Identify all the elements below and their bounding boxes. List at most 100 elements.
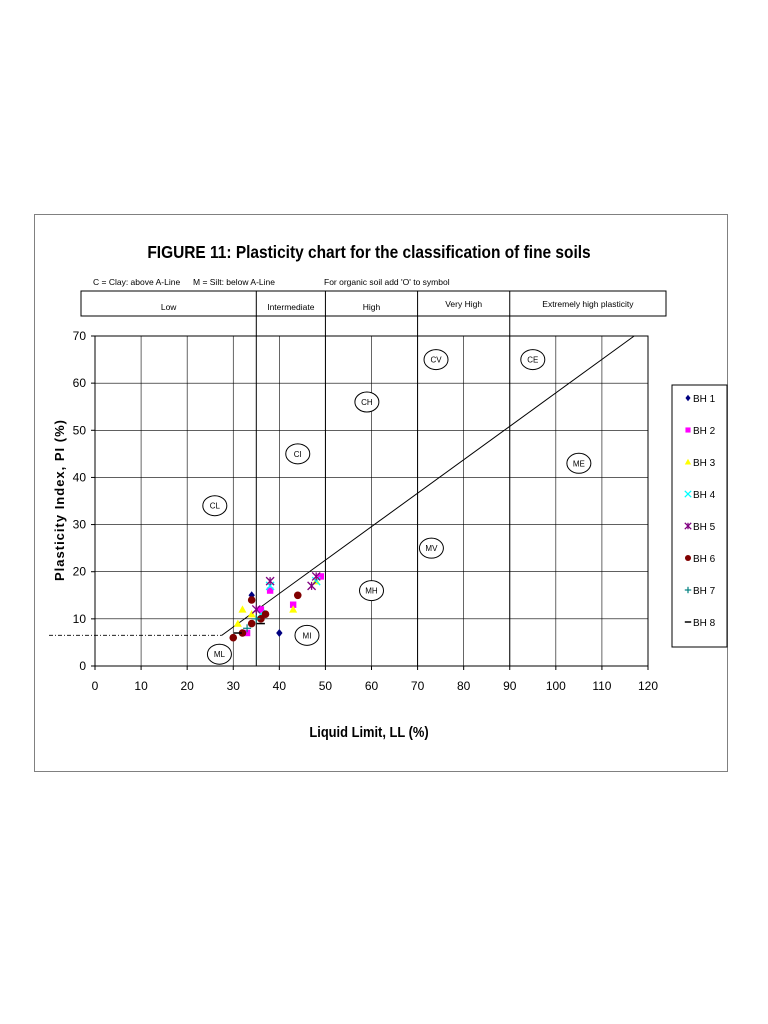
legend-marker	[684, 554, 692, 562]
zone-label-ellipse	[359, 580, 384, 602]
series-bh-7	[243, 614, 261, 633]
data-point	[247, 596, 256, 604]
zone-label-text: ME	[573, 459, 585, 468]
legend-label: BH 8	[693, 618, 716, 629]
legend-label: BH 3	[693, 458, 716, 469]
x-tick-label: 70	[411, 679, 425, 693]
square-marker	[243, 629, 251, 637]
data-point	[293, 591, 302, 600]
data-point	[251, 604, 261, 614]
legend-marker	[685, 427, 691, 433]
triangle-marker	[289, 605, 298, 613]
zone-label-ellipse	[354, 391, 380, 413]
x-tick-label: 60	[365, 679, 379, 693]
zone-label: ML	[206, 643, 232, 665]
legend-item: BH 6	[684, 554, 716, 565]
x-tick-label: 80	[457, 679, 471, 693]
circle-marker	[247, 596, 256, 604]
band-label: Extremely high plasticity	[542, 299, 634, 309]
x-tick-label: 20	[180, 679, 194, 693]
band-label: High	[363, 302, 381, 312]
legend-label: BH 6	[693, 554, 716, 565]
legend-label: BH 1	[693, 394, 716, 405]
zone-label-text: MI	[303, 631, 312, 640]
x-tick-label: 0	[92, 679, 99, 693]
data-point	[238, 629, 247, 637]
series-bh-8	[233, 622, 265, 634]
note-silt: M = Silt: below A-Line	[193, 277, 275, 287]
data-point	[289, 601, 297, 608]
circle-marker	[238, 629, 247, 637]
triangle-marker	[238, 605, 247, 613]
legend-label: BH 5	[693, 522, 716, 533]
note-clay: C = Clay: above A-Line	[93, 277, 180, 287]
legend-marker	[684, 458, 692, 465]
data-point	[247, 619, 256, 628]
band-label: Low	[161, 302, 177, 312]
a-line	[221, 335, 635, 636]
zone-label-text: CI	[294, 450, 302, 459]
y-tick-label: 30	[73, 518, 87, 532]
square-marker	[685, 427, 691, 433]
zone-label: MI	[294, 624, 320, 646]
circle-marker	[257, 615, 265, 623]
x-tick-label: 30	[227, 679, 241, 693]
data-point	[317, 573, 325, 580]
series-bh-5	[251, 571, 321, 614]
x-tick-label: 50	[319, 679, 333, 693]
data-point	[243, 629, 251, 637]
diamond-marker	[276, 629, 283, 637]
y-axis-label: Plasticity Index, PI (%)	[52, 419, 67, 581]
x-tick-label: 120	[638, 679, 658, 693]
zone-label-text: ML	[214, 650, 226, 659]
legend-item: BH 3	[684, 458, 716, 469]
zone-label-text: CV	[430, 356, 442, 365]
y-tick-label: 10	[73, 612, 87, 626]
axes: 0 10 20 30 40 50 60 70 80 90 100 110 120 0 10 20 30 40 50 6…	[73, 329, 659, 693]
legend-item: BH 1	[685, 394, 716, 405]
circle-marker	[229, 633, 238, 642]
data-point	[265, 576, 275, 586]
data-point	[276, 629, 283, 637]
note-organic: For organic soil add 'O' to symbol	[324, 277, 450, 287]
zone-label: CV	[423, 349, 449, 371]
circle-marker	[684, 554, 692, 562]
data-point	[266, 587, 274, 594]
data-point	[257, 615, 265, 623]
circle-marker	[293, 591, 302, 600]
zone-label-ellipse	[520, 349, 546, 371]
plasticity-chart: FIGURE 11: Plasticity chart for the clas…	[49, 242, 728, 740]
square-marker	[257, 606, 265, 613]
band-label: Very High	[445, 299, 482, 309]
data-point	[261, 610, 270, 618]
band-table-border	[80, 290, 667, 317]
y-tick-label: 20	[73, 565, 87, 579]
x-tick-label: 90	[503, 679, 517, 693]
legend-marker	[684, 522, 692, 530]
zone-label-ellipse	[294, 624, 320, 646]
data-point	[238, 605, 247, 613]
y-tick-label: 40	[73, 470, 87, 484]
zone-label-ellipse	[202, 495, 228, 517]
x-axis-label: Liquid Limit, LL (%)	[309, 723, 428, 740]
data-point	[247, 610, 256, 618]
circle-marker	[247, 619, 256, 628]
data-point	[252, 614, 261, 623]
y-tick-label: 50	[73, 423, 87, 437]
zone-label: ME	[566, 452, 592, 474]
data-point	[233, 619, 242, 627]
plasticity-band-table: Low Intermediate High Very High Extremely hi…	[80, 290, 667, 317]
legend-label: BH 4	[693, 490, 716, 501]
data-point	[243, 624, 252, 633]
zone-label-ellipse	[285, 443, 311, 465]
series-bh-3	[233, 577, 321, 627]
zone-label-text: CH	[361, 398, 373, 407]
data-points	[229, 571, 325, 642]
square-marker	[317, 573, 325, 580]
x-tick-label: 10	[134, 679, 148, 693]
diamond-marker	[685, 394, 691, 402]
zone-label: CE	[520, 349, 546, 371]
plot-grid	[49, 316, 649, 667]
chart-title: FIGURE 11: Plasticity chart for the clas…	[147, 242, 590, 262]
legend-marker	[685, 394, 691, 402]
